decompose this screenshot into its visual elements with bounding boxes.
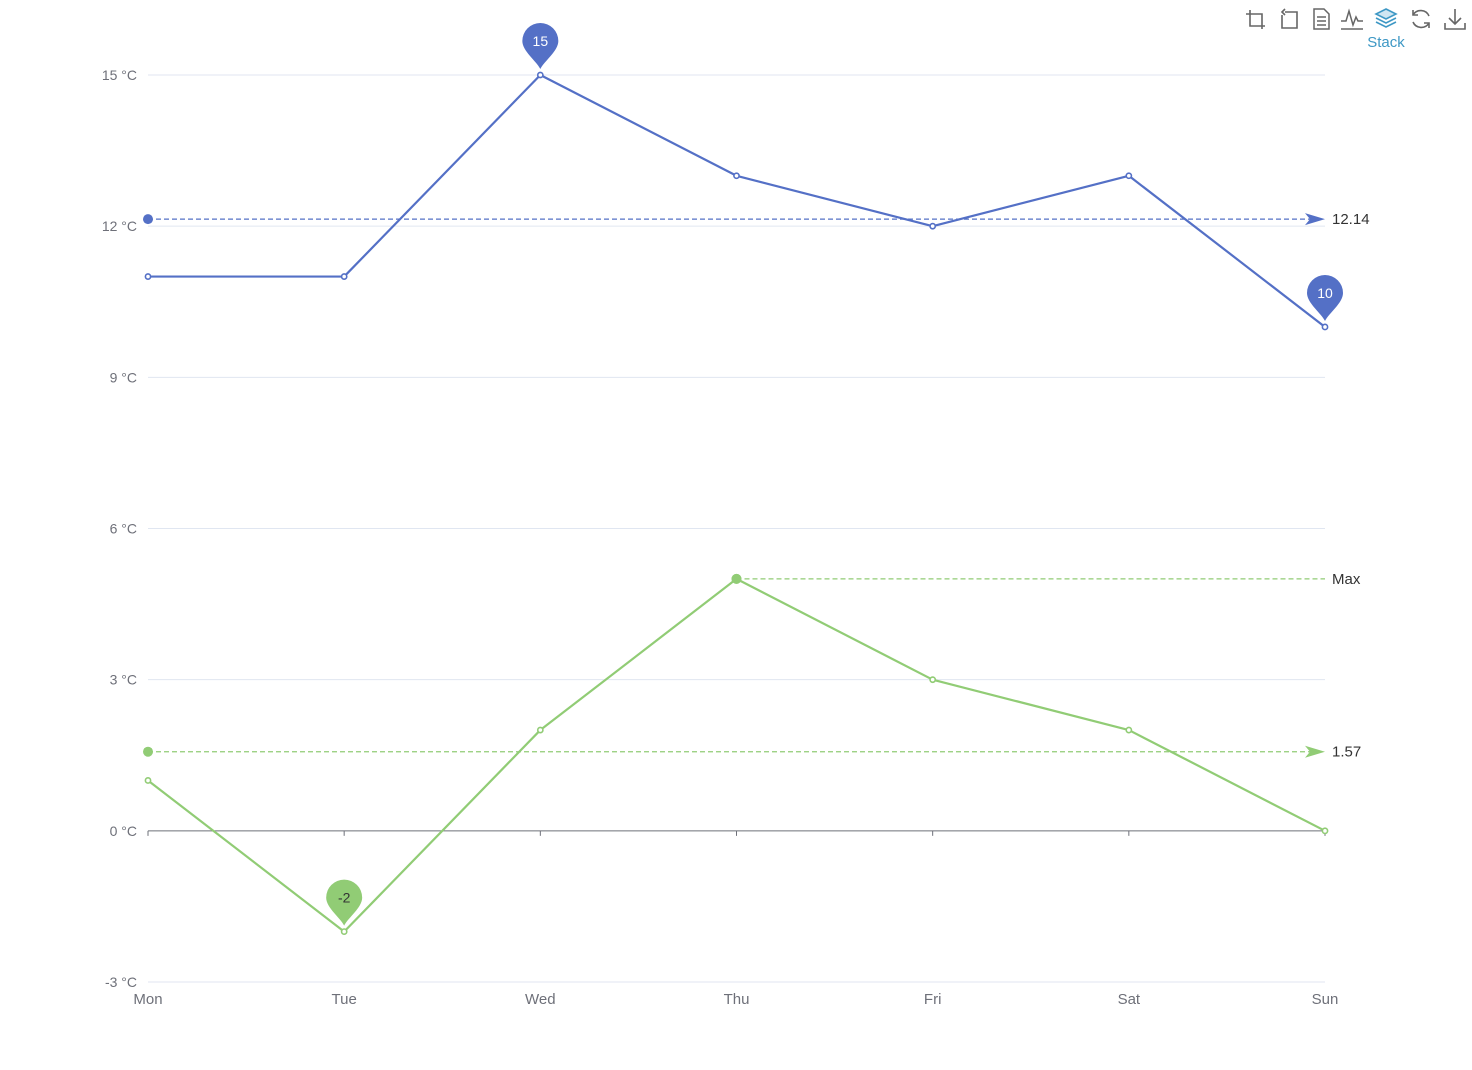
zoom-reset-button[interactable] xyxy=(1276,6,1302,32)
series-line xyxy=(148,73,1326,328)
data-point xyxy=(731,573,742,584)
data-point xyxy=(733,172,740,180)
x-tick-label: Wed xyxy=(525,991,556,1008)
data-point xyxy=(144,273,152,280)
x-tick-label: Sat xyxy=(1118,991,1141,1008)
stack-icon xyxy=(1374,8,1398,28)
mark-line-arrow xyxy=(1305,213,1325,226)
y-tick-label: 3 °C xyxy=(110,672,137,688)
data-point xyxy=(340,273,348,280)
restore-button[interactable] xyxy=(1408,6,1434,32)
data-view-icon xyxy=(1313,8,1330,30)
mark-lines: 12.14 1.57 Max xyxy=(143,211,1370,761)
y-tick-label: 6 °C xyxy=(110,521,137,537)
x-tick-label: Fri xyxy=(924,991,942,1008)
data-point xyxy=(1321,323,1329,331)
mark-line-label: Max xyxy=(1332,571,1361,588)
line-chart-button[interactable] xyxy=(1339,6,1365,32)
mark-line-start-symbol xyxy=(143,214,153,225)
y-tick-label: 9 °C xyxy=(110,369,137,385)
line-chart-icon xyxy=(1341,8,1363,30)
data-point xyxy=(1125,726,1133,734)
mark-points: 15 10 -2 xyxy=(326,23,1343,926)
mark-point-pin xyxy=(522,23,559,70)
mark-point-pin xyxy=(326,879,363,926)
series-line xyxy=(147,577,1326,933)
mark-point-label: 10 xyxy=(1317,285,1333,301)
x-tick-label: Thu xyxy=(724,991,750,1008)
x-tick-label: Sun xyxy=(1312,991,1339,1008)
mark-line-label: 1.57 xyxy=(1332,744,1361,761)
data-point xyxy=(1321,827,1329,835)
toolbox: Stack xyxy=(1240,6,1466,56)
x-tick-label: Mon xyxy=(133,991,162,1008)
stack-button[interactable]: Stack xyxy=(1367,6,1405,51)
y-tick-label: 0 °C xyxy=(110,823,137,839)
y-tick-label: -3 °C xyxy=(105,974,137,990)
zoom-button[interactable] xyxy=(1242,6,1268,32)
data-point xyxy=(536,726,544,734)
data-point xyxy=(1125,172,1133,180)
y-tick-label: 12 °C xyxy=(102,218,137,234)
mark-line-start-symbol xyxy=(143,746,153,757)
mark-line-label: 12.14 xyxy=(1332,211,1370,228)
y-tick-label: 15 °C xyxy=(102,67,137,83)
download-icon xyxy=(1444,9,1466,30)
axes: -3 °C 0 °C 3 °C 6 °C 9 °C 12 °C 15 °C Mon Tue Wed… xyxy=(102,67,1339,1008)
stack-label: Stack xyxy=(1367,34,1405,51)
mark-line-arrow xyxy=(1305,745,1325,758)
data-point xyxy=(929,222,937,230)
grid-lines xyxy=(148,74,1325,983)
series-lines xyxy=(144,71,1329,936)
download-button[interactable] xyxy=(1442,6,1468,32)
data-point xyxy=(929,676,937,684)
data-point xyxy=(340,928,348,936)
mark-point-label: 15 xyxy=(533,33,549,49)
data-point xyxy=(536,71,544,79)
mark-point-pin xyxy=(1307,274,1343,321)
mark-point-label: -2 xyxy=(338,890,351,906)
data-view-button[interactable] xyxy=(1308,6,1334,32)
restore-icon xyxy=(1412,9,1430,29)
zoom-icon xyxy=(1246,10,1265,29)
x-tick-label: Tue xyxy=(332,991,357,1008)
data-point xyxy=(144,777,152,784)
zoom-reset-icon xyxy=(1280,8,1298,29)
